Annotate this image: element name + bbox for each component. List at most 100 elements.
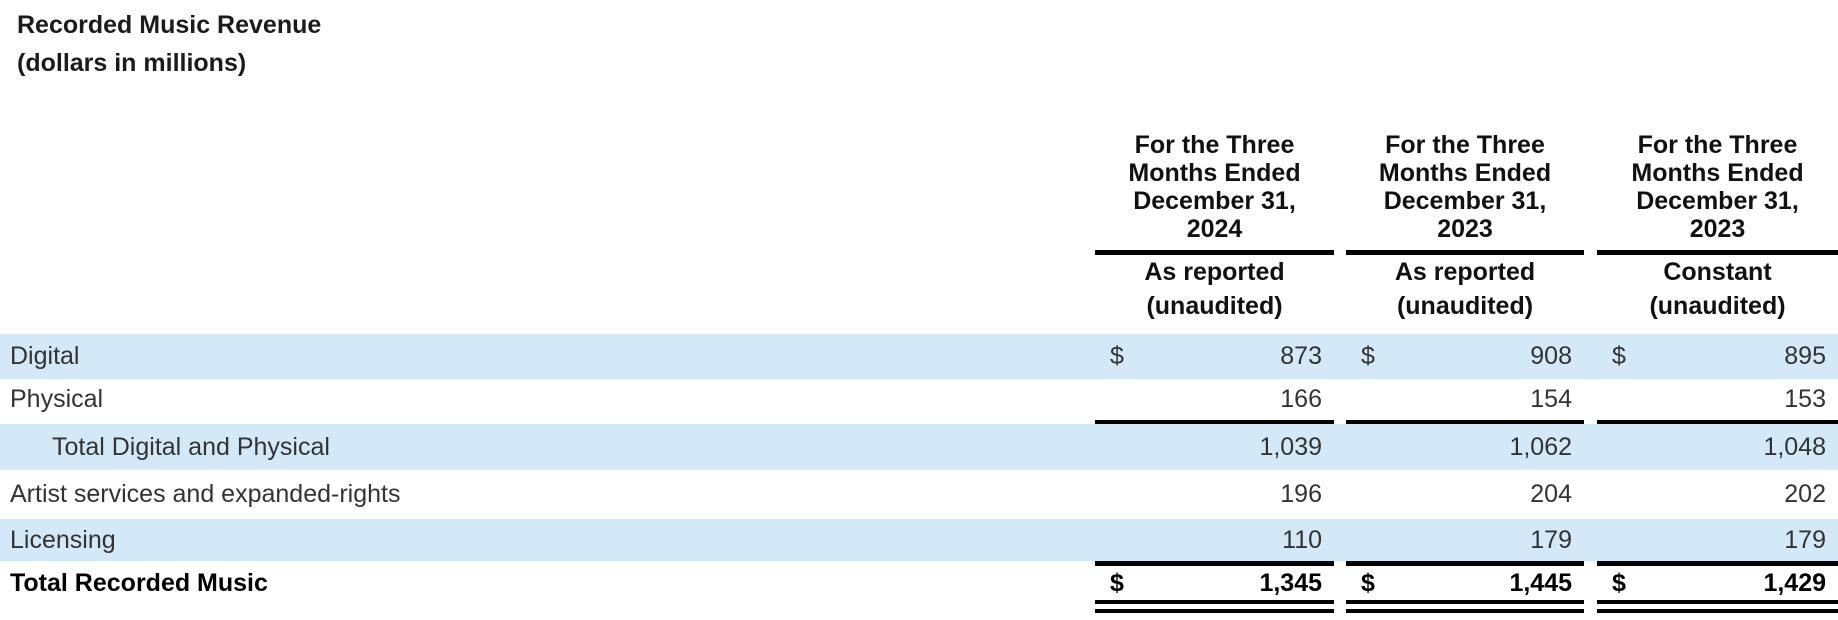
column-rule bbox=[1095, 561, 1334, 566]
cell-2023-reported: 1,062 bbox=[1346, 433, 1584, 462]
column-double-rule bbox=[1597, 600, 1838, 613]
cell-2024: 110 bbox=[1095, 526, 1334, 555]
subheader-as-reported-2023: As reported bbox=[1394, 258, 1536, 286]
column-gap bbox=[1334, 420, 1346, 424]
column-header-period-2024: For the Three Months Ended December 31, … bbox=[1095, 131, 1334, 250]
column-gap bbox=[1334, 561, 1346, 566]
cell-2023-reported: $ 1,445 bbox=[1346, 569, 1584, 598]
empty-cell bbox=[0, 420, 1095, 424]
column-gap bbox=[1584, 600, 1597, 613]
subheader-as-reported-2024: As reported bbox=[1144, 258, 1285, 286]
column-rule bbox=[1597, 561, 1838, 566]
table-subheader-row: As reported As reported Constant bbox=[0, 255, 1838, 290]
cell-value: 1,039 bbox=[1259, 432, 1322, 461]
cell-value: 1,345 bbox=[1259, 568, 1322, 597]
table-row-artist-services: Artist services and expanded-rights 196 … bbox=[0, 470, 1838, 519]
cell-value: 166 bbox=[1280, 385, 1322, 413]
row-label: Licensing bbox=[10, 525, 116, 554]
cell-value: 153 bbox=[1784, 385, 1826, 413]
subheader-constant-2023: Constant bbox=[1663, 258, 1772, 286]
cell-value: 179 bbox=[1784, 525, 1826, 554]
cell-value: 873 bbox=[1280, 342, 1322, 370]
column-gap bbox=[1584, 561, 1597, 566]
column-rule bbox=[1597, 420, 1838, 424]
table-row-total-recorded-music: Total Recorded Music $ 1,345 $ 1,445 $ 1… bbox=[0, 566, 1838, 600]
column-gap bbox=[1584, 250, 1597, 255]
cell-value: 1,445 bbox=[1509, 568, 1572, 597]
empty-cell bbox=[0, 600, 1095, 613]
currency-symbol: $ bbox=[1110, 568, 1124, 597]
cell-value: 895 bbox=[1784, 342, 1826, 370]
cell-value: 110 bbox=[1282, 525, 1322, 554]
page-title: Recorded Music Revenue bbox=[17, 11, 322, 39]
cell-value: 908 bbox=[1530, 342, 1572, 370]
total-rule-row bbox=[0, 561, 1838, 566]
table-unaudited-row: (unaudited) (unaudited) (unaudited) bbox=[0, 290, 1838, 323]
cell-2023-constant: 153 bbox=[1597, 385, 1838, 414]
cell-2023-reported: 179 bbox=[1346, 526, 1584, 555]
column-gap bbox=[1334, 250, 1346, 255]
header-line: For the Three bbox=[1385, 131, 1545, 159]
cell-2024: $ 1,345 bbox=[1095, 569, 1334, 598]
table-period-header-row: For the Three Months Ended December 31, … bbox=[0, 115, 1838, 250]
cell-value: 202 bbox=[1784, 480, 1826, 508]
header-line: December 31, bbox=[1383, 187, 1547, 215]
column-gap bbox=[1334, 600, 1346, 613]
cell-2023-reported: $ 908 bbox=[1346, 342, 1584, 371]
row-label: Artist services and expanded-rights bbox=[10, 480, 401, 508]
cell-value: 204 bbox=[1530, 480, 1572, 508]
title-block: Recorded Music Revenue (dollars in milli… bbox=[17, 6, 321, 82]
header-underline-row bbox=[0, 250, 1838, 255]
currency-symbol: $ bbox=[1110, 342, 1124, 370]
header-line: Months Ended bbox=[1128, 159, 1301, 187]
cell-value: 179 bbox=[1530, 525, 1572, 554]
header-line: December 31, bbox=[1636, 187, 1799, 215]
header-line: For the Three bbox=[1134, 131, 1295, 159]
unaudited-note: (unaudited) bbox=[1396, 292, 1534, 320]
subtotal-rule-row bbox=[0, 420, 1838, 424]
cell-2023-constant: 1,048 bbox=[1597, 433, 1838, 462]
column-header-period-2023-constant: For the Three Months Ended December 31, … bbox=[1597, 131, 1838, 250]
column-gap bbox=[1584, 420, 1597, 424]
row-label: Physical bbox=[10, 385, 104, 413]
column-double-rule bbox=[1346, 600, 1584, 613]
header-line: 2024 bbox=[1186, 215, 1243, 243]
empty-cell bbox=[0, 561, 1095, 566]
column-double-rule bbox=[1095, 600, 1334, 613]
cell-2023-reported: 154 bbox=[1346, 385, 1584, 414]
header-line: For the Three bbox=[1637, 131, 1798, 159]
page-subtitle: (dollars in millions) bbox=[17, 49, 247, 77]
column-header-period-2023-reported: For the Three Months Ended December 31, … bbox=[1346, 131, 1584, 250]
header-line: Months Ended bbox=[1378, 159, 1552, 187]
row-label: Digital bbox=[10, 342, 80, 370]
cell-value: 1,429 bbox=[1763, 568, 1826, 597]
currency-symbol: $ bbox=[1612, 342, 1626, 370]
row-label: Total Recorded Music bbox=[10, 568, 268, 597]
column-rule bbox=[1346, 250, 1584, 255]
header-body-spacer bbox=[0, 323, 1838, 334]
table-row-digital: Digital $ 873 $ 908 $ 895 bbox=[0, 334, 1838, 379]
grand-total-double-rule-row bbox=[0, 600, 1838, 613]
recorded-music-revenue-table: For the Three Months Ended December 31, … bbox=[0, 115, 1838, 613]
unaudited-note: (unaudited) bbox=[1649, 292, 1786, 320]
cell-2023-reported: 204 bbox=[1346, 480, 1584, 509]
header-line: 2023 bbox=[1437, 215, 1493, 243]
header-line: December 31, bbox=[1133, 187, 1296, 215]
unaudited-note: (unaudited) bbox=[1146, 292, 1283, 320]
cell-value: 1,062 bbox=[1509, 432, 1572, 461]
cell-2024: 166 bbox=[1095, 385, 1334, 414]
cell-value: 196 bbox=[1280, 480, 1322, 508]
empty-cell bbox=[0, 250, 1095, 255]
currency-symbol: $ bbox=[1612, 568, 1626, 597]
cell-value: 1,048 bbox=[1763, 432, 1826, 461]
cell-2023-constant: $ 1,429 bbox=[1597, 569, 1838, 598]
row-label: Total Digital and Physical bbox=[52, 432, 330, 461]
column-rule bbox=[1095, 250, 1334, 255]
cell-2024: 1,039 bbox=[1095, 433, 1334, 462]
currency-symbol: $ bbox=[1361, 568, 1375, 597]
currency-symbol: $ bbox=[1361, 342, 1375, 370]
table-row-physical: Physical 166 154 153 bbox=[0, 379, 1838, 420]
table-row-licensing: Licensing 110 179 179 bbox=[0, 519, 1838, 561]
column-rule bbox=[1597, 250, 1838, 255]
